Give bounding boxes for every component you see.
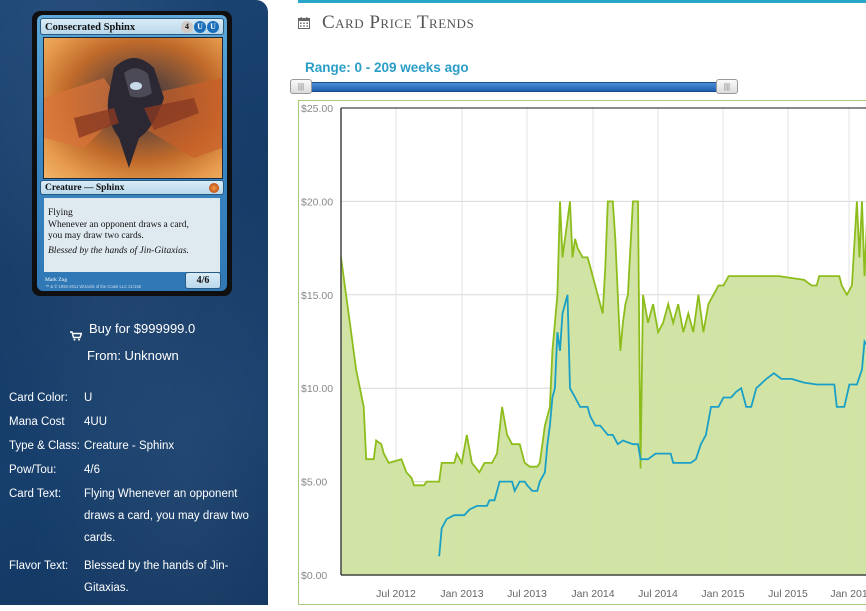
mana-symbol-generic: 4 [181,21,193,33]
y-tick-label: $0.00 [301,570,327,582]
detail-value: U [84,392,93,404]
y-tick-label: $25.00 [301,103,333,115]
detail-value: 4UU [84,416,108,428]
calendar-icon [298,17,310,29]
card-name: Consecrated Sphinx [45,22,136,33]
detail-value-line: Gitaxias. [84,582,129,594]
x-tick-label: Jul 2014 [638,588,678,600]
detail-label: Card Text: [9,488,62,500]
detail-label: Card Color: [9,392,68,404]
card-power-toughness: 4/6 [185,272,221,289]
detail-label: Flavor Text: [9,560,69,572]
mana-symbols: 4 U U [181,21,219,33]
card-frame: Consecrated Sphinx 4 U U [37,15,227,291]
detail-value-line: draws a card, you may draw two [84,510,249,522]
series-area-fill [341,201,866,575]
buy-link[interactable]: Buy for $999999.0 [89,321,196,336]
detail-label: Type & Class: [9,440,80,452]
y-tick-label: $5.00 [301,477,327,489]
cart-icon[interactable] [70,331,82,341]
y-tick-label: $15.00 [301,290,333,302]
range-slider-handle-min[interactable]: ||| [290,79,312,94]
x-tick-label: Jan 201 [830,588,866,600]
page-title: Card Price Trends [322,12,475,33]
price-chart-svg: $0.00 $5.00 $10.00 $15.00 $20.00 $25.00 Jul 20… [301,103,866,600]
price-chart: $0.00 $5.00 $10.00 $15.00 $20.00 $25.00 Jul 20… [298,100,866,605]
x-tick-label: Jul 2013 [507,588,547,600]
card-type-line: Creature — Sphinx [45,183,125,193]
mana-symbol-blue: U [207,21,219,33]
range-label: Range: 0 - 209 weeks ago [305,60,469,75]
range-slider-handle-max[interactable]: ||| [716,79,738,94]
detail-label: Mana Cost [9,416,65,428]
series-line-low [438,294,866,557]
card-rules-line: you may draw two cards. [48,231,144,241]
detail-value: Flying Whenever an opponent draws a card… [84,483,259,549]
card-rules-line: Flying [48,208,73,218]
card-artist: Mark Zug [45,277,68,283]
card-sidebar: Consecrated Sphinx 4 U U [0,0,268,605]
card-copyright: ™ & © 1993-2011 Wizards of the Coast LLC… [45,284,142,289]
card-type-bar: Creature — Sphinx [40,180,224,195]
detail-value: Blessed by the hands of Jin- Gitaxias. [84,555,259,599]
y-tick-label: $10.00 [301,383,333,395]
x-tick-label: Jul 2015 [768,588,808,600]
set-symbol-icon [209,183,219,193]
detail-value: 4/6 [84,464,100,476]
card-textbox: Flying Whenever an opponent draws a card… [44,198,220,272]
card-title-bar: Consecrated Sphinx 4 U U [40,18,224,35]
mana-symbol-blue: U [194,21,206,33]
detail-label: Pow/Tou: [9,464,57,476]
header-accent-line [298,0,866,3]
card-art [43,37,223,179]
range-slider[interactable] [300,82,734,92]
x-tick-label: Jan 2014 [571,588,614,600]
detail-value-line: Flying Whenever an opponent [84,488,238,500]
detail-value-line: Blessed by the hands of Jin- [84,560,229,572]
card-image: Consecrated Sphinx 4 U U [32,11,232,296]
x-tick-label: Jan 2013 [440,588,483,600]
card-flavor-text: Blessed by the hands of Jin-Gitaxias. [48,245,189,256]
detail-value: Creature - Sphinx [84,440,175,452]
sphinx-illustration [44,58,222,168]
series-line-high [340,200,866,487]
x-tick-label: Jan 2015 [701,588,744,600]
x-tick-label: Jul 2012 [376,588,416,600]
detail-value-line: cards. [84,532,116,544]
y-tick-label: $20.00 [301,196,333,208]
card-rules-line: Whenever an opponent draws a card, [48,219,189,230]
seller-source: From: Unknown [87,348,179,363]
